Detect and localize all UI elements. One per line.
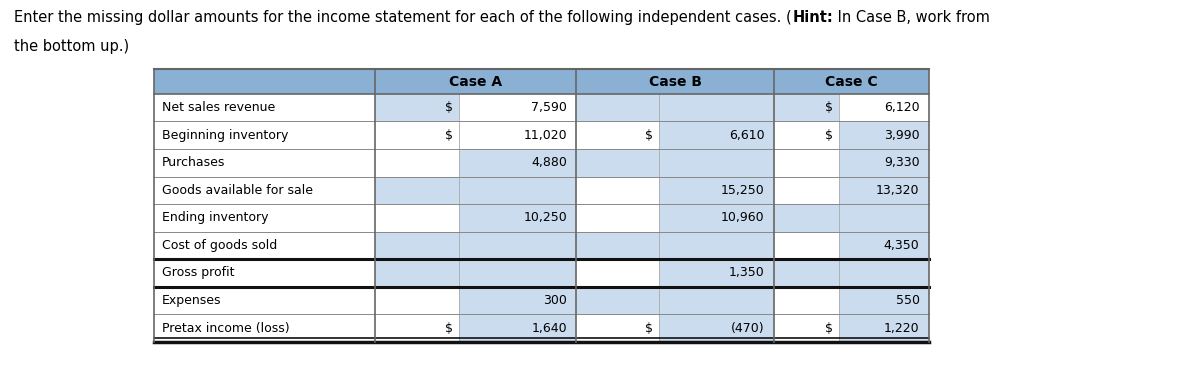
Bar: [374, 259, 460, 287]
Text: Hint:: Hint:: [792, 9, 833, 25]
Bar: [774, 204, 839, 231]
Text: Goods available for sale: Goods available for sale: [162, 184, 313, 197]
Bar: [154, 122, 929, 149]
Text: $: $: [646, 321, 653, 335]
Text: 6,120: 6,120: [884, 101, 919, 114]
Text: Beginning inventory: Beginning inventory: [162, 129, 288, 142]
Text: 4,350: 4,350: [884, 239, 919, 252]
Bar: [774, 259, 839, 287]
Bar: [659, 259, 774, 287]
Bar: [460, 231, 576, 259]
Text: Cost of goods sold: Cost of goods sold: [162, 239, 277, 252]
Text: Ending inventory: Ending inventory: [162, 212, 268, 224]
Text: (470): (470): [731, 321, 764, 335]
Bar: [576, 287, 659, 314]
Text: $: $: [824, 129, 833, 142]
Text: $: $: [824, 321, 833, 335]
Bar: [839, 231, 929, 259]
Bar: [154, 177, 929, 204]
Text: 11,020: 11,020: [523, 129, 566, 142]
Bar: [154, 231, 929, 259]
Text: 13,320: 13,320: [876, 184, 919, 197]
Bar: [154, 287, 929, 314]
Bar: [460, 204, 576, 231]
Text: $: $: [646, 129, 653, 142]
Bar: [659, 287, 774, 314]
Bar: [154, 204, 929, 231]
Bar: [839, 204, 929, 231]
Bar: [576, 94, 659, 122]
Bar: [774, 94, 839, 122]
Text: Gross profit: Gross profit: [162, 266, 234, 280]
Bar: [659, 177, 774, 204]
Bar: [460, 177, 576, 204]
Bar: [154, 69, 929, 94]
Text: 1,640: 1,640: [532, 321, 566, 335]
Text: 10,250: 10,250: [523, 212, 566, 224]
Bar: [576, 231, 659, 259]
Text: 15,250: 15,250: [721, 184, 764, 197]
Bar: [839, 259, 929, 287]
Bar: [576, 149, 659, 177]
Bar: [154, 314, 929, 342]
Bar: [839, 149, 929, 177]
Bar: [839, 177, 929, 204]
Bar: [374, 94, 460, 122]
Text: 10,960: 10,960: [721, 212, 764, 224]
Bar: [460, 287, 576, 314]
Bar: [374, 177, 460, 204]
Text: $: $: [445, 101, 454, 114]
Text: 300: 300: [544, 294, 566, 307]
Text: 3,990: 3,990: [884, 129, 919, 142]
Bar: [154, 259, 929, 287]
Text: Case B: Case B: [648, 75, 702, 89]
Bar: [154, 69, 929, 342]
Bar: [839, 122, 929, 149]
Text: 6,610: 6,610: [728, 129, 764, 142]
Text: 1,350: 1,350: [728, 266, 764, 280]
Bar: [659, 204, 774, 231]
Text: Case C: Case C: [826, 75, 877, 89]
Bar: [374, 231, 460, 259]
Text: $: $: [445, 321, 454, 335]
Bar: [659, 122, 774, 149]
Bar: [839, 287, 929, 314]
Text: In Case B, work from: In Case B, work from: [833, 9, 990, 25]
Text: 9,330: 9,330: [884, 156, 919, 169]
Text: 1,220: 1,220: [884, 321, 919, 335]
Text: 550: 550: [895, 294, 919, 307]
Bar: [460, 259, 576, 287]
Bar: [659, 231, 774, 259]
Bar: [460, 149, 576, 177]
Text: the bottom up.): the bottom up.): [14, 39, 130, 54]
Text: 7,590: 7,590: [532, 101, 566, 114]
Text: Pretax income (loss): Pretax income (loss): [162, 321, 289, 335]
Bar: [659, 149, 774, 177]
Text: $: $: [445, 129, 454, 142]
Bar: [154, 94, 929, 122]
Text: $: $: [824, 101, 833, 114]
Bar: [839, 314, 929, 342]
Text: Purchases: Purchases: [162, 156, 226, 169]
Text: Enter the missing dollar amounts for the income statement for each of the follow: Enter the missing dollar amounts for the…: [14, 9, 792, 25]
Text: Case A: Case A: [449, 75, 502, 89]
Text: Expenses: Expenses: [162, 294, 221, 307]
Text: Net sales revenue: Net sales revenue: [162, 101, 275, 114]
Text: 4,880: 4,880: [532, 156, 566, 169]
Bar: [460, 314, 576, 342]
Bar: [659, 94, 774, 122]
Bar: [659, 314, 774, 342]
Bar: [154, 149, 929, 177]
